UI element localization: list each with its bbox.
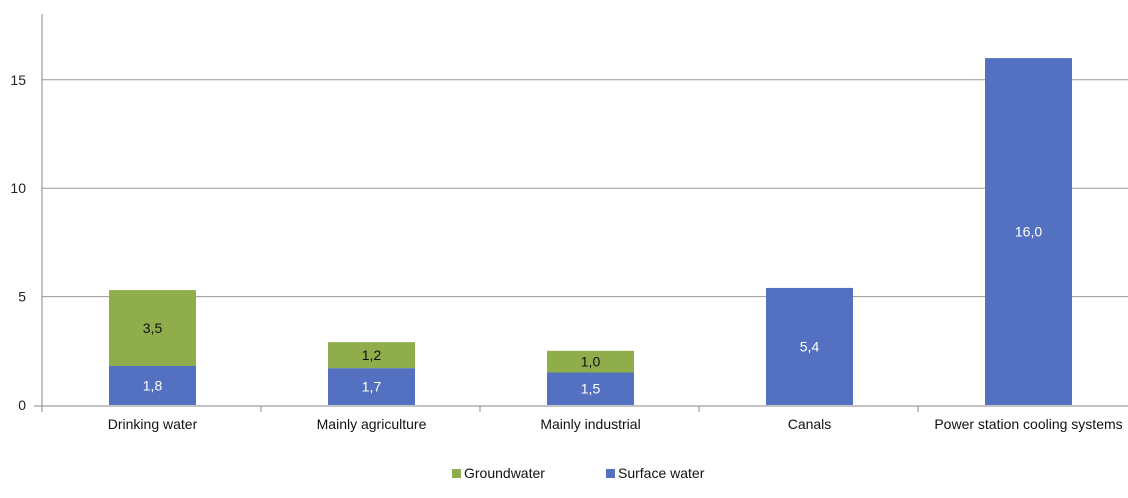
legend: Groundwater Surface water (452, 465, 705, 481)
data-label: 5,4 (800, 338, 820, 354)
legend-label: Surface water (618, 465, 705, 481)
data-label: 1,2 (362, 347, 382, 363)
gridlines (42, 79, 1128, 298)
data-label: 1,5 (581, 381, 601, 397)
data-label: 1,8 (143, 377, 163, 393)
data-labels: 1,8 3,5 1,7 1,2 1,5 1,0 5,4 16,0 (143, 224, 1043, 397)
axes: 0 5 10 15 Drinking water Mainly agriculture Ma… (10, 14, 1128, 432)
bars (109, 58, 1072, 406)
data-label: 3,5 (143, 320, 163, 336)
legend-label: Groundwater (464, 465, 545, 481)
x-category-label: Power station cooling systems (934, 416, 1122, 432)
data-label: 16,0 (1015, 224, 1042, 240)
bar-groundwater (547, 350, 634, 373)
data-label: 1,7 (362, 379, 382, 395)
legend-swatch-groundwater (452, 469, 461, 478)
bar-surface-water (547, 372, 634, 405)
bar-groundwater (328, 342, 415, 369)
y-tick-label: 5 (18, 289, 26, 305)
bar-surface-water (985, 58, 1072, 406)
bar-surface-water (109, 365, 196, 405)
bar-surface-water (328, 368, 415, 405)
x-category-label: Mainly industrial (540, 416, 640, 432)
bar-groundwater (109, 290, 196, 366)
x-category-label: Canals (788, 416, 832, 432)
data-label: 1,0 (581, 354, 601, 370)
x-category-label: Mainly agriculture (317, 416, 427, 432)
bar-surface-water (766, 287, 853, 405)
legend-swatch-surface-water (606, 469, 615, 478)
y-tick-label: 10 (10, 180, 26, 196)
x-category-label: Drinking water (108, 416, 198, 432)
y-tick-label: 0 (18, 397, 26, 413)
y-tick-label: 15 (10, 72, 26, 88)
